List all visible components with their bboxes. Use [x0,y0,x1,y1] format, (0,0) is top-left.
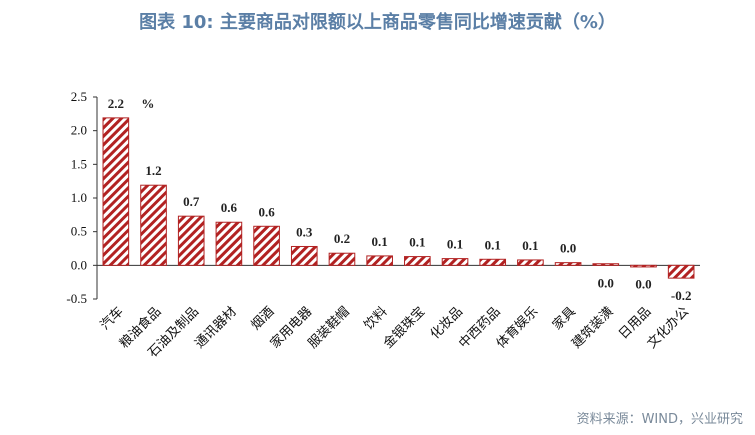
chart-title: 图表 10: 主要商品对限额以上商品零售同比增速贡献（%） [139,12,616,33]
source-note: 资料来源：WIND，兴业研究 [576,412,743,427]
category-label: 金银珠宝 [380,304,428,352]
y-tick-label: 0.5 [71,224,87,239]
bar [554,262,582,266]
y-tick-label: -0.5 [66,291,87,306]
bar [328,252,356,266]
data-label: 0.0 [560,241,576,256]
data-label: 0.3 [296,224,313,239]
category-label: 汽车 [97,304,127,334]
data-label: 0.2 [334,231,350,246]
data-label: 2.2 [108,96,124,111]
bar [253,225,280,266]
data-label: 0.0 [635,277,651,292]
bar [290,245,318,266]
data-label: 0.6 [258,204,275,219]
bar [140,184,167,266]
bar [404,256,431,266]
bar [592,263,620,266]
category-label: 饮料 [361,304,390,333]
category-label: 家具 [549,304,579,334]
data-label: 0.1 [372,234,388,249]
bar [479,258,507,266]
category-label: 通讯器材 [192,304,239,351]
data-label: 0.1 [522,238,538,253]
y-tick-label: 1.5 [71,156,87,171]
bar [215,221,243,266]
bar [441,258,469,266]
unit-label: % [141,96,154,111]
data-label: 0.1 [447,237,463,252]
category-label: 文化办公 [645,304,692,351]
category-label: 建筑装潢 [569,304,617,352]
data-label: 0.6 [221,200,238,215]
y-tick-label: 2.0 [71,123,87,138]
data-label: -0.2 [671,288,692,303]
category-label: 烟酒 [248,304,277,333]
y-tick-label: 2.5 [71,89,87,104]
data-label: 1.2 [145,163,161,178]
bar [630,264,657,268]
data-label: 0.1 [485,237,501,252]
bar [366,255,393,266]
y-tick-label: 0.0 [71,257,87,272]
y-tick-label: 1.0 [71,190,87,205]
data-labels: 2.2 1.2 0.7 0.6 0.6 0.3 0.2 0.1 0.1 0.1 0.1 0.1 0.0 0… [108,96,692,303]
data-label: 0.0 [598,275,614,290]
bar [517,259,544,266]
category-label: 体育娱乐 [493,304,541,352]
bar [177,215,205,266]
bar [102,117,130,266]
category-label: 服装鞋帽 [305,304,353,352]
data-label: 0.1 [409,235,425,250]
bar-series [102,117,695,279]
data-label: 0.7 [183,194,200,209]
bar [667,264,695,279]
chart-axes: -0.5 0.0 0.5 1.0 1.5 2.0 2.5 [66,89,700,306]
